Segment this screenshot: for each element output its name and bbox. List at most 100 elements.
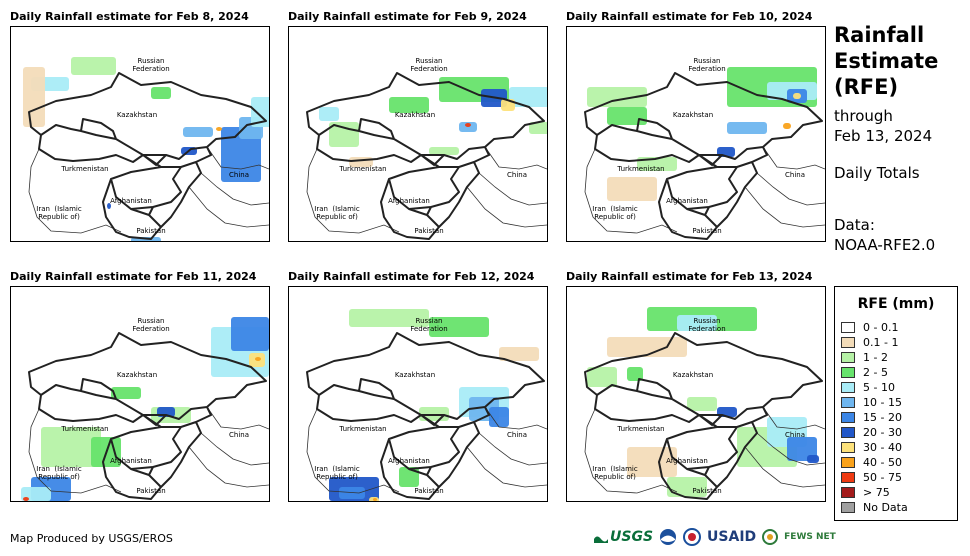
- legend-swatch: [841, 456, 855, 468]
- coastline: [306, 148, 400, 234]
- neighbor-border: [188, 146, 269, 228]
- rainfall-area: [255, 357, 261, 361]
- country-label: Iran (Islamic Republic of): [314, 205, 360, 221]
- main-title: Rainfall Estimate (RFE): [834, 22, 938, 100]
- usgs-text: USGS: [610, 529, 654, 545]
- country-label: China: [785, 431, 805, 439]
- rainfall-area: [349, 309, 429, 327]
- legend-label: 15 - 20: [863, 410, 902, 424]
- legend-item: 1 - 2: [841, 350, 888, 364]
- country-label: Turkmenistan: [61, 165, 109, 173]
- country-label: Kazakhstan: [116, 371, 158, 379]
- country-label: Iran (Islamic Republic of): [592, 205, 638, 221]
- country-label: Russian Federation: [132, 317, 170, 333]
- country-label: Turkmenistan: [617, 425, 665, 433]
- legend-label: 1 - 2: [863, 350, 888, 364]
- rainfall-area: [783, 123, 791, 129]
- rainfall-area: [587, 87, 647, 107]
- legend-label: 50 - 75: [863, 470, 902, 484]
- rainfall-area: [607, 177, 657, 201]
- legend-item: 5 - 10: [841, 380, 895, 394]
- country-label: Russian Federation: [410, 57, 448, 73]
- country-label: China: [507, 171, 527, 179]
- legend-item: 30 - 40: [841, 440, 902, 454]
- noaa-logo-icon: [660, 529, 677, 545]
- rainfall-area: [727, 122, 767, 134]
- rainfall-area: [107, 203, 111, 209]
- country-label: Afghanistan: [666, 457, 708, 465]
- legend-label: 30 - 40: [863, 440, 902, 454]
- neighbor-border: [744, 146, 825, 228]
- doc-seal-icon: [683, 528, 702, 546]
- rainfall-area: [41, 427, 101, 467]
- country-label: Pakistan: [692, 227, 722, 235]
- coastline: [306, 408, 400, 494]
- through-label: through: [834, 107, 893, 125]
- rainfall-area: [23, 497, 29, 501]
- coastline: [584, 148, 678, 234]
- rainfall-area: [607, 107, 647, 125]
- legend-item: 0 - 0.1: [841, 320, 898, 334]
- rainfall-area: [151, 87, 171, 99]
- legend-swatch: [841, 381, 855, 393]
- region-border: [28, 72, 267, 240]
- map-credit: Map Produced by USGS/EROS: [10, 532, 173, 545]
- legend-swatch: [841, 321, 855, 333]
- main-title-line: Rainfall: [834, 23, 925, 47]
- country-label: Turkmenistan: [617, 165, 665, 173]
- country-label: Turkmenistan: [61, 425, 109, 433]
- usgs-logo: USGS: [594, 529, 653, 545]
- map-canvas: [23, 57, 269, 241]
- legend-label: 2 - 5: [863, 365, 888, 379]
- main-title-line: (RFE): [834, 75, 899, 99]
- legend-item: 2 - 5: [841, 365, 888, 379]
- map-canvas: [584, 307, 825, 500]
- rainfall-area: [807, 455, 819, 463]
- legend-swatch: [841, 366, 855, 378]
- legend-swatch: [841, 411, 855, 423]
- rainfall-area: [429, 147, 459, 155]
- country-label: Russian Federation: [688, 317, 726, 333]
- rainfall-area: [627, 367, 643, 381]
- country-label: Iran (Islamic Republic of): [36, 465, 82, 481]
- legend-item: > 75: [841, 485, 890, 499]
- legend-item: 40 - 50: [841, 455, 902, 469]
- rainfall-area: [607, 337, 687, 357]
- usgs-wave-icon: [594, 536, 608, 543]
- map-canvas: [584, 67, 825, 240]
- legend-item: 10 - 15: [841, 395, 902, 409]
- country-label: Pakistan: [414, 487, 444, 495]
- rainfall-area: [429, 317, 489, 337]
- rainfall-area: [111, 387, 141, 399]
- legend-swatch: [841, 501, 855, 513]
- legend-label: 0 - 0.1: [863, 320, 899, 334]
- country-label: Kazakhstan: [394, 371, 436, 379]
- rainfall-area: [509, 87, 547, 107]
- legend-swatch: [841, 351, 855, 363]
- rainfall-area: [71, 57, 116, 75]
- neighbor-border: [744, 406, 825, 488]
- country-label: Iran (Islamic Republic of): [314, 465, 360, 481]
- legend-label: 40 - 50: [863, 455, 902, 469]
- country-label: Russian Federation: [410, 317, 448, 333]
- legend-label: No Data: [863, 500, 908, 514]
- rainfall-area: [687, 397, 717, 411]
- country-label: Russian Federation: [688, 57, 726, 73]
- legend-item: No Data: [841, 500, 908, 514]
- rainfall-area: [787, 437, 817, 461]
- region-border: [306, 332, 545, 500]
- rainfall-area: [23, 67, 45, 127]
- rainfall-map: Russian Federation Kazakhstan Turkmenistan…: [566, 26, 826, 242]
- panel-title: Daily Rainfall estimate for Feb 10, 2024: [566, 10, 813, 23]
- rainfall-area: [499, 347, 539, 361]
- data-label: Data:: [834, 216, 875, 234]
- legend-swatch: [841, 396, 855, 408]
- map-canvas: [21, 317, 269, 501]
- fewsnet-logo-icon: [762, 529, 779, 545]
- country-label: Turkmenistan: [339, 165, 387, 173]
- rainfall-area: [373, 498, 377, 501]
- country-label: Afghanistan: [666, 197, 708, 205]
- rainfall-area: [319, 107, 339, 121]
- region-border: [584, 332, 823, 500]
